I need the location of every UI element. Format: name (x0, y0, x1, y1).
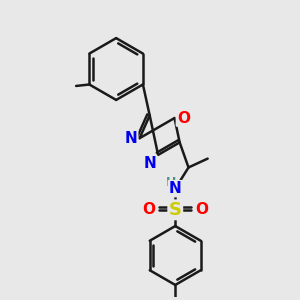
Text: S: S (169, 201, 182, 219)
Text: N: N (169, 181, 182, 196)
Text: N: N (144, 156, 157, 171)
Text: H: H (166, 176, 176, 189)
Text: O: O (177, 111, 190, 126)
Text: O: O (195, 202, 208, 217)
Text: O: O (142, 202, 155, 217)
Text: N: N (124, 131, 137, 146)
